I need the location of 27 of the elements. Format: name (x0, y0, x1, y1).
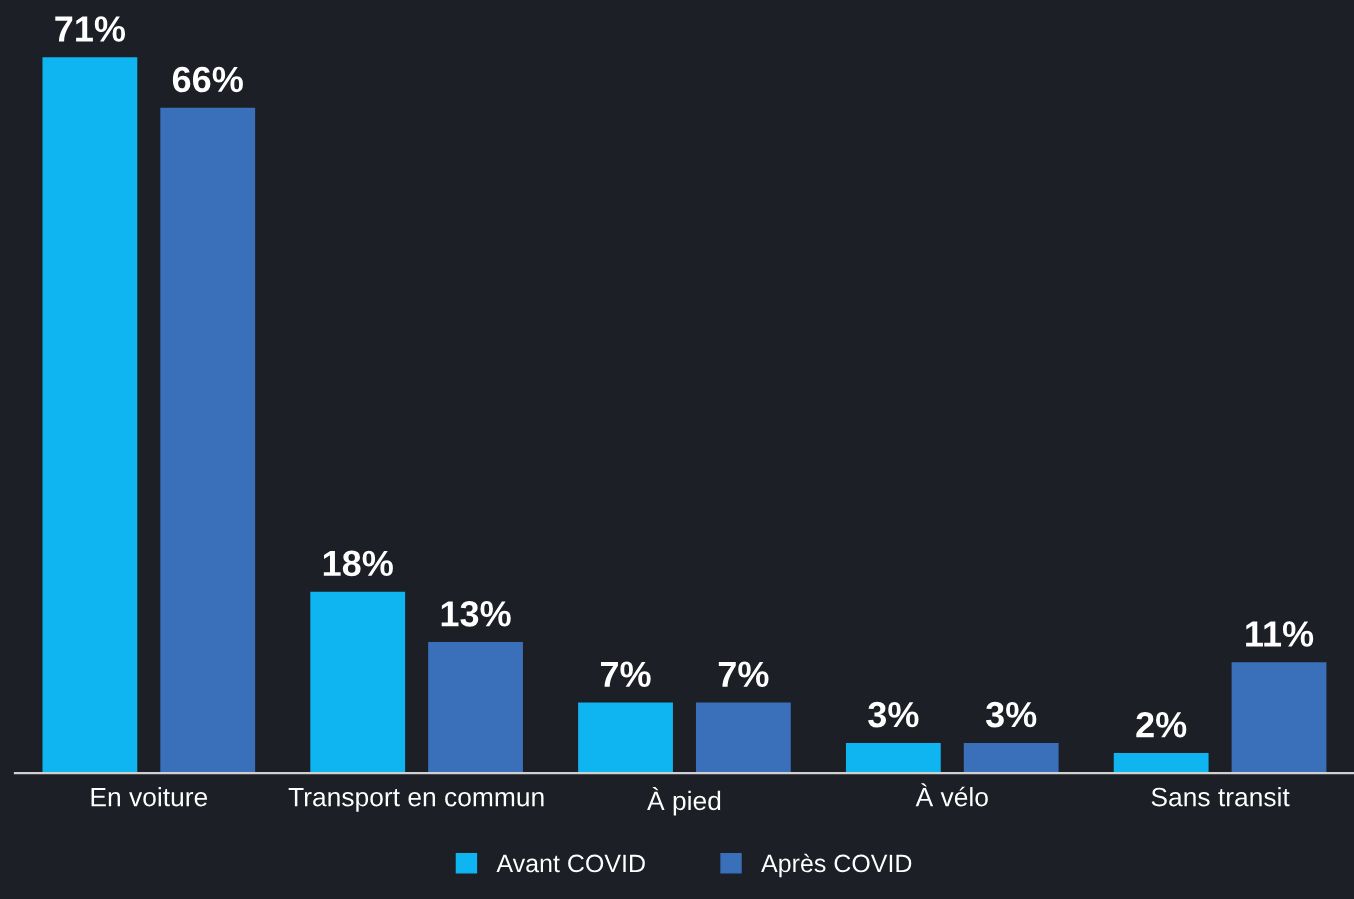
data-label: 66% (172, 66, 243, 93)
data-label: 71% (55, 16, 126, 42)
data-label: 7% (718, 661, 769, 688)
bar (310, 591, 406, 774)
data-label: 13% (441, 601, 511, 627)
data-label: 18% (323, 550, 393, 577)
legend-label: Avant COVID (496, 854, 645, 873)
bar (1113, 752, 1209, 774)
data-label: 7% (600, 661, 651, 688)
data-label: 3% (985, 701, 1037, 728)
data-label: 11% (1246, 621, 1314, 647)
bar (695, 702, 791, 774)
bar (1231, 662, 1327, 774)
bar (963, 742, 1059, 774)
bar (160, 107, 256, 774)
bar (845, 742, 941, 774)
x-tick-label: En voiture (91, 787, 208, 807)
x-tick-label: À vélo (915, 783, 988, 807)
x-tick-label: Transport en commun (288, 788, 544, 812)
bar (578, 702, 673, 774)
data-label: 2% (1136, 711, 1187, 738)
data-label: 3% (868, 701, 919, 728)
bar (428, 642, 523, 774)
x-tick-label: À pied (647, 787, 721, 816)
legend-label: Après COVID (761, 853, 912, 878)
x-tick-label: Sans transit (1151, 787, 1290, 807)
bar (42, 57, 138, 774)
